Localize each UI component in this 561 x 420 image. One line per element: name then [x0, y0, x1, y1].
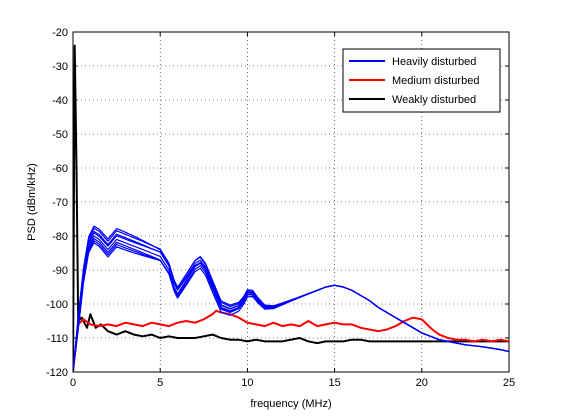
x-tick-label-0: 0 — [70, 377, 76, 389]
y-tick-label-50: -50 — [52, 129, 68, 141]
y-tick-label-80: -80 — [52, 231, 68, 243]
tick-layer: 0 5 10 15 20 25 -120 -110 -100 -90 -80 -70 -60 -50 -40… — [46, 27, 515, 389]
series-line-weakly-disturbed — [73, 44, 509, 372]
x-tick-label-25: 25 — [503, 377, 515, 389]
y-tick-label-120: -120 — [46, 367, 68, 379]
x-tick-label-10: 10 — [241, 377, 253, 389]
x-tick-label-15: 15 — [328, 377, 340, 389]
y-tick-label-110: -110 — [47, 333, 68, 345]
x-tick-label-20: 20 — [416, 377, 428, 389]
legend: Heavily disturbed Medium disturbed Weakl… — [342, 48, 501, 113]
series-medium-disturbed — [73, 309, 509, 372]
y-tick-label-100: -100 — [46, 299, 68, 311]
y-tick-label-40: -40 — [52, 95, 68, 107]
series-weakly-disturbed — [73, 44, 509, 372]
y-axis-label: PSD (dBm/kHz) — [26, 163, 38, 241]
legend-label-medium-disturbed: Medium disturbed — [392, 75, 479, 87]
x-tick-label-5: 5 — [157, 377, 163, 389]
y-tick-label-70: -70 — [52, 197, 68, 209]
series-heavily-disturbed — [73, 225, 509, 372]
series-line-heavily-disturbed-trace-8 — [73, 237, 509, 372]
legend-label-heavily-disturbed: Heavily disturbed — [392, 56, 476, 68]
y-tick-label-90: -90 — [52, 265, 68, 277]
series-line-medium-disturbed — [73, 309, 509, 372]
series-layer — [73, 44, 509, 372]
y-tick-label-60: -60 — [52, 163, 68, 175]
y-tick-label-20: -20 — [52, 27, 68, 39]
y-tick-label-30: -30 — [52, 61, 68, 73]
legend-label-weakly-disturbed: Weakly disturbed — [392, 94, 476, 106]
x-axis-label: frequency (MHz) — [250, 398, 331, 410]
